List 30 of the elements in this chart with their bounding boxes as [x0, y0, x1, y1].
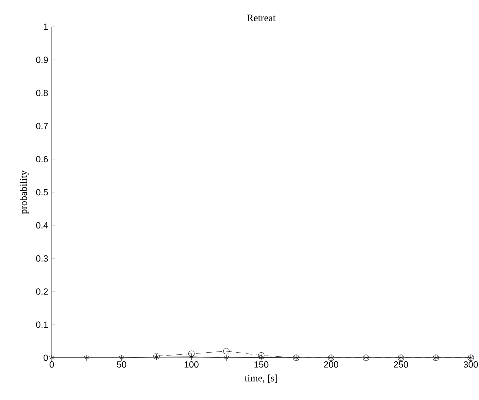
- y-axis-title: probability: [20, 170, 30, 214]
- chart-title: Retreat: [247, 14, 276, 22]
- point: [258, 352, 265, 359]
- y-tick-label: 0.6: [36, 156, 48, 163]
- y-tick-label: 0.9: [36, 56, 48, 64]
- y-tick-label: 0: [44, 354, 48, 362]
- point: [223, 348, 230, 355]
- y-tick-label: 0.4: [36, 222, 48, 229]
- point: [119, 354, 125, 362]
- x-tick-label: 300: [464, 362, 478, 368]
- point: [258, 354, 264, 361]
- y-tick-label: 0.5: [36, 189, 48, 196]
- x-tick-label: 50: [117, 362, 126, 368]
- y-tick-label: 0.2: [36, 288, 48, 295]
- point: [49, 354, 55, 362]
- y-tick-label: 1: [44, 24, 48, 30]
- x-tick-label: 100: [184, 362, 199, 368]
- x-tick-label: 0: [50, 362, 54, 368]
- y-tick-label: 0.1: [36, 322, 48, 328]
- point: [84, 354, 90, 362]
- x-tick-label: 250: [394, 362, 408, 368]
- point: [188, 350, 195, 358]
- x-tick-label: 200: [324, 362, 338, 368]
- y-tick-label: 0.3: [36, 256, 48, 262]
- x-axis-title: time, [s]: [245, 374, 278, 384]
- x-tick-label: 150: [254, 362, 269, 368]
- point: [224, 354, 230, 362]
- y-tick-label: 0.8: [36, 90, 48, 96]
- point: [188, 354, 194, 360]
- y-tick-label: 0.7: [36, 123, 48, 130]
